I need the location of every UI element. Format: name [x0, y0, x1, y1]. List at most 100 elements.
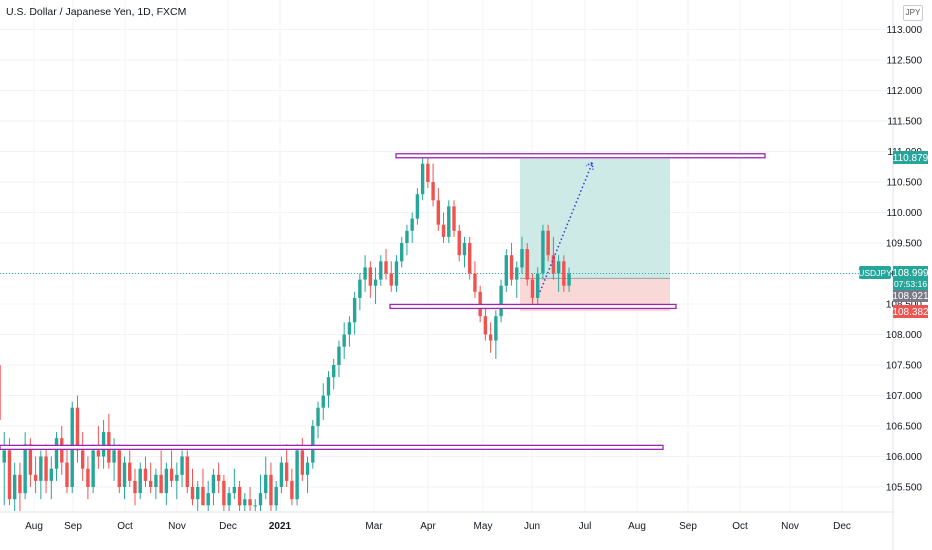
candle	[91, 444, 95, 494]
candle-body	[347, 322, 352, 335]
candle-body	[290, 480, 294, 500]
candle	[159, 450, 163, 494]
candle-body	[384, 261, 388, 274]
candle	[274, 480, 278, 511]
svg-text:108.382: 108.382	[892, 307, 929, 318]
candle-body	[389, 273, 393, 286]
candle-body	[515, 267, 519, 280]
candle	[54, 432, 59, 481]
candle	[185, 450, 189, 494]
candle-body	[0, 365, 1, 420]
candle	[80, 432, 85, 481]
candle-body	[394, 261, 399, 286]
candle-body	[337, 346, 341, 365]
candle-body	[148, 480, 153, 487]
candle	[483, 304, 488, 341]
candle	[39, 450, 43, 500]
candle	[232, 468, 237, 500]
candle-body	[457, 230, 461, 256]
candle	[389, 261, 393, 292]
candle-body	[321, 395, 325, 408]
candle-body	[169, 468, 174, 481]
candle-body	[468, 243, 472, 274]
candle	[138, 462, 142, 500]
projection-arrow[interactable]	[539, 162, 594, 293]
candle-body	[33, 474, 38, 481]
candle	[264, 456, 268, 500]
time-tick-label: Dec	[833, 521, 851, 532]
time-tick-label: 2021	[269, 521, 292, 532]
candle-body	[12, 474, 17, 500]
candle-body	[143, 468, 148, 481]
candle-body	[258, 493, 263, 506]
candle-body	[311, 426, 315, 463]
candle-body	[138, 468, 142, 494]
price-axis[interactable]: 105.500 106.000 106.500 107.000 107.500 108.0…	[886, 25, 923, 494]
candle-body	[211, 474, 216, 494]
candle	[457, 224, 461, 262]
candle-body	[75, 407, 80, 451]
chart-title: U.S. Dollar / Japanese Yen, 1D, FXCM	[6, 6, 187, 18]
candle	[175, 462, 179, 500]
candle	[358, 273, 362, 311]
candle-body	[101, 432, 106, 457]
time-tick-label: Aug	[628, 521, 646, 532]
candle	[462, 236, 467, 268]
level-band	[395, 153, 766, 159]
candle	[290, 468, 294, 506]
svg-text:USDJPY: USDJPY	[858, 268, 892, 278]
candle	[384, 249, 388, 280]
candle	[284, 444, 289, 487]
horizontal-levels[interactable]	[0, 153, 766, 451]
time-tick-label: Jun	[524, 521, 540, 532]
candle	[86, 456, 90, 500]
candle	[44, 444, 48, 494]
candle	[190, 468, 195, 506]
candle	[473, 261, 477, 298]
candle	[394, 255, 399, 292]
time-axis[interactable]: Aug Sep Oct Nov Dec 2021 Mar Apr May Jun Jul Aug Sep…	[25, 521, 851, 532]
candle-body	[60, 438, 64, 463]
candle	[0, 365, 1, 420]
candle-body	[122, 462, 127, 487]
candle-body	[253, 505, 257, 507]
candle	[112, 438, 116, 481]
candle	[352, 291, 357, 335]
candle-body	[300, 450, 305, 475]
price-tick-label: 109.500	[886, 239, 923, 250]
candle	[420, 157, 425, 201]
candle-body	[400, 243, 404, 262]
candle-body	[551, 255, 556, 274]
candle-body	[332, 365, 336, 378]
candle	[452, 200, 456, 237]
candle	[316, 401, 320, 439]
candle-body	[499, 285, 503, 317]
candle-body	[488, 334, 493, 341]
candle-body	[206, 493, 210, 506]
svg-text:07:53:16: 07:53:16	[894, 279, 927, 289]
level-band	[389, 303, 677, 310]
symbol-tag: USDJPY	[858, 266, 892, 279]
time-tick-label: Aug	[25, 521, 43, 532]
price-tick-label: 112.500	[887, 56, 923, 67]
candle-body	[28, 444, 33, 475]
candle-body	[117, 450, 121, 487]
candle	[431, 163, 435, 207]
candle	[164, 462, 169, 506]
candle	[101, 419, 106, 469]
candle-body	[504, 255, 509, 286]
candle-body	[237, 487, 242, 506]
candle	[216, 462, 221, 494]
candle	[143, 456, 148, 487]
candle-body	[18, 474, 22, 494]
candle-body	[274, 487, 278, 506]
candle	[426, 153, 430, 189]
candle-body	[358, 279, 362, 298]
candle-body	[305, 462, 310, 475]
currency-button[interactable]: JPY	[903, 5, 923, 21]
candle	[530, 273, 535, 304]
candle-body	[80, 450, 85, 469]
price-tick-label: 112.000	[887, 86, 923, 97]
candle	[363, 255, 367, 292]
